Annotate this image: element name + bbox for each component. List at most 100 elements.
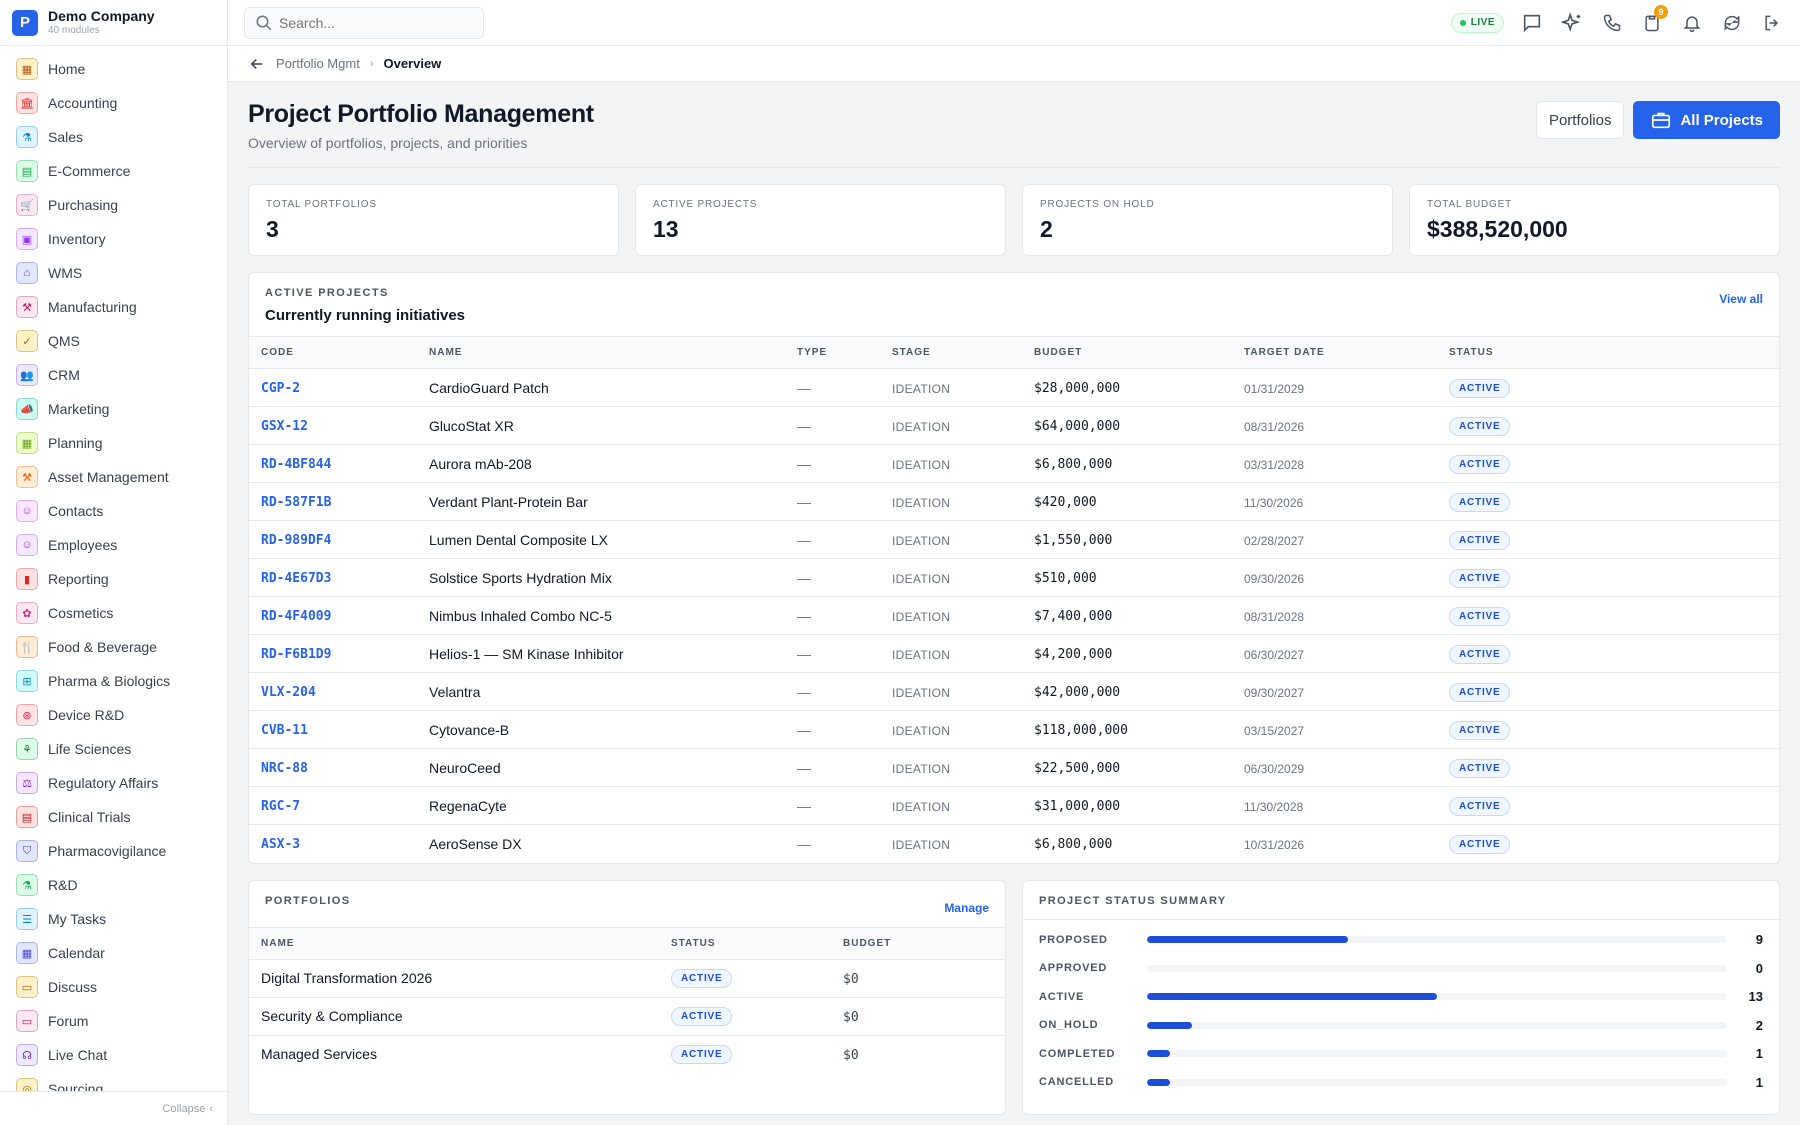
- table-row[interactable]: ASX-3 AeroSense DX — IDEATION $6,800,000 10/3…: [249, 825, 1779, 863]
- collapse-button[interactable]: Collapse ‹: [0, 1091, 227, 1125]
- search-box[interactable]: [244, 6, 484, 39]
- sidebar-item-contacts[interactable]: ☺ Contacts: [0, 494, 227, 528]
- view-all-link[interactable]: View all: [1719, 292, 1763, 306]
- sidebar-item-food-beverage[interactable]: 🍴 Food & Beverage: [0, 630, 227, 664]
- sidebar-item-planning[interactable]: ▦ Planning: [0, 426, 227, 460]
- sidebar-item-device-r-d[interactable]: ⊛ Device R&D: [0, 698, 227, 732]
- project-type: —: [797, 759, 811, 776]
- bell-icon[interactable]: [1680, 11, 1704, 35]
- project-code-link[interactable]: CVB-11: [261, 723, 308, 738]
- search-input[interactable]: [279, 14, 469, 31]
- table-row[interactable]: VLX-204 Velantra — IDEATION $42,000,000 09/30…: [249, 672, 1779, 711]
- sidebar-item-label: Reporting: [48, 571, 109, 587]
- sidebar-item-regulatory-affairs[interactable]: ⚖ Regulatory Affairs: [0, 766, 227, 800]
- project-name: Solstice Sports Hydration Mix: [429, 569, 612, 586]
- sidebar-item-label: Sourcing: [48, 1081, 104, 1091]
- badge-check-icon: ✓: [16, 330, 38, 352]
- logout-icon[interactable]: [1760, 11, 1784, 35]
- project-code-link[interactable]: RD-587F1B: [261, 495, 332, 510]
- sidebar-item-home[interactable]: ▦ Home: [0, 52, 227, 86]
- table-row[interactable]: Digital Transformation 2026 ACTIVE $0: [249, 959, 1005, 998]
- clipboard-icon: ▤: [16, 806, 38, 828]
- lotus-icon: ✿: [16, 602, 38, 624]
- project-code-link[interactable]: VLX-204: [261, 685, 316, 700]
- all-projects-button-label: All Projects: [1680, 111, 1763, 129]
- phone-icon[interactable]: [1600, 11, 1624, 35]
- sidebar-item-pharma-biologics[interactable]: ⊞ Pharma & Biologics: [0, 664, 227, 698]
- table-row[interactable]: Managed Services ACTIVE $0: [249, 1035, 1005, 1073]
- sidebar-item-live-chat[interactable]: ☊ Live Chat: [0, 1038, 227, 1072]
- brand[interactable]: P Demo Company 40 modules: [0, 0, 227, 46]
- sidebar-item-my-tasks[interactable]: ☰ My Tasks: [0, 902, 227, 936]
- project-code-link[interactable]: CGP-2: [261, 381, 301, 396]
- chat-icon[interactable]: [1520, 11, 1544, 35]
- table-row[interactable]: RD-989DF4 Lumen Dental Composite LX — IDEAT…: [249, 520, 1779, 559]
- sparkles-icon[interactable]: [1560, 11, 1584, 35]
- table-row[interactable]: CGP-2 CardioGuard Patch — IDEATION $28,000,0…: [249, 368, 1779, 407]
- sidebar-item-forum[interactable]: ▭ Forum: [0, 1004, 227, 1038]
- project-code-link[interactable]: ASX-3: [261, 837, 301, 853]
- sidebar-item-manufacturing[interactable]: ⚒ Manufacturing: [0, 290, 227, 324]
- sidebar-item-marketing[interactable]: 📣 Marketing: [0, 392, 227, 426]
- table-row[interactable]: Security & Compliance ACTIVE $0: [249, 997, 1005, 1036]
- sidebar-item-label: QMS: [48, 333, 80, 349]
- sidebar-item-inventory[interactable]: ▣ Inventory: [0, 222, 227, 256]
- project-code-link[interactable]: RD-4F4009: [261, 609, 332, 624]
- sidebar-item-label: Accounting: [48, 95, 118, 111]
- status-cell: ACTIVE: [1437, 710, 1779, 749]
- project-budget: $22,500,000: [1034, 761, 1121, 776]
- sidebar-item-e-commerce[interactable]: ▤ E-Commerce: [0, 154, 227, 188]
- project-code-link[interactable]: RGC-7: [261, 799, 301, 814]
- active-projects-title: Currently running initiatives: [265, 307, 466, 324]
- switch-icon[interactable]: [1720, 11, 1744, 35]
- sidebar-item-r-d[interactable]: ⚗ R&D: [0, 868, 227, 902]
- breadcrumb-parent[interactable]: Portfolio Mgmt: [276, 56, 360, 71]
- type-cell: —: [785, 482, 880, 521]
- sidebar-item-employees[interactable]: ☺ Employees: [0, 528, 227, 562]
- sidebar-item-crm[interactable]: 👥 CRM: [0, 358, 227, 392]
- sidebar-item-discuss[interactable]: ▭ Discuss: [0, 970, 227, 1004]
- project-code-link[interactable]: NRC-88: [261, 761, 308, 776]
- sidebar-item-wms[interactable]: ⌂ WMS: [0, 256, 227, 290]
- back-arrow-icon[interactable]: [248, 55, 266, 73]
- sidebar-item-asset-management[interactable]: ⚒ Asset Management: [0, 460, 227, 494]
- sidebar-item-label: Contacts: [48, 503, 104, 519]
- sidebar-item-sales[interactable]: ⚗ Sales: [0, 120, 227, 154]
- name-cell: AeroSense DX: [417, 825, 785, 863]
- table-row[interactable]: RGC-7 RegenaCyte — IDEATION $31,000,000 11/30…: [249, 786, 1779, 825]
- sidebar-item-purchasing[interactable]: 🛒 Purchasing: [0, 188, 227, 222]
- sidebar-item-accounting[interactable]: 🏛 Accounting: [0, 86, 227, 120]
- status-cell: ACTIVE: [1437, 786, 1779, 825]
- sidebar-item-qms[interactable]: ✓ QMS: [0, 324, 227, 358]
- project-code-link[interactable]: GSX-12: [261, 419, 308, 434]
- date-cell: 08/31/2028: [1232, 596, 1437, 635]
- table-row[interactable]: RD-4F4009 Nimbus Inhaled Combo NC-5 — IDEAT…: [249, 596, 1779, 635]
- project-code-link[interactable]: RD-4E67D3: [261, 571, 332, 586]
- project-stage: IDEATION: [892, 799, 951, 814]
- sidebar-item-pharmacovigilance[interactable]: ⛉ Pharmacovigilance: [0, 834, 227, 868]
- manage-link[interactable]: Manage: [944, 900, 989, 915]
- table-row[interactable]: RD-F6B1D9 Helios-1 — SM Kinase Inhibitor —…: [249, 634, 1779, 673]
- name-cell: Digital Transformation 2026: [249, 959, 659, 998]
- table-row[interactable]: RD-4E67D3 Solstice Sports Hydration Mix — I…: [249, 558, 1779, 597]
- all-projects-button[interactable]: All Projects: [1633, 101, 1780, 139]
- project-code-link[interactable]: RD-989DF4: [261, 533, 332, 548]
- status-bar-fill: [1147, 1050, 1171, 1058]
- status-bar-row: CANCELLED 1: [1039, 1068, 1763, 1097]
- clipboard-alert-icon[interactable]: 9: [1640, 4, 1668, 35]
- table-row[interactable]: RD-4BF844 Aurora mAb-208 — IDEATION $6,800,0…: [249, 444, 1779, 483]
- sidebar-item-calendar[interactable]: ▦ Calendar: [0, 936, 227, 970]
- table-row[interactable]: GSX-12 GlucoStat XR — IDEATION $64,000,000 08…: [249, 406, 1779, 445]
- sidebar-item-reporting[interactable]: ▮ Reporting: [0, 562, 227, 596]
- sidebar-item-cosmetics[interactable]: ✿ Cosmetics: [0, 596, 227, 630]
- sidebar-item-life-sciences[interactable]: ⚘ Life Sciences: [0, 732, 227, 766]
- table-row[interactable]: RD-587F1B Verdant Plant-Protein Bar — IDEAT…: [249, 482, 1779, 521]
- project-code-link[interactable]: RD-F6B1D9: [261, 647, 332, 662]
- table-row[interactable]: CVB-11 Cytovance-B — IDEATION $118,000,000 03…: [249, 710, 1779, 749]
- sidebar-item-clinical-trials[interactable]: ▤ Clinical Trials: [0, 800, 227, 834]
- date-cell: 09/30/2026: [1232, 558, 1437, 597]
- sidebar-item-sourcing[interactable]: ◎ Sourcing: [0, 1072, 227, 1091]
- project-code-link[interactable]: RD-4BF844: [261, 457, 332, 472]
- table-row[interactable]: NRC-88 NeuroCeed — IDEATION $22,500,000 06/30…: [249, 748, 1779, 787]
- portfolios-button[interactable]: Portfolios: [1535, 101, 1625, 139]
